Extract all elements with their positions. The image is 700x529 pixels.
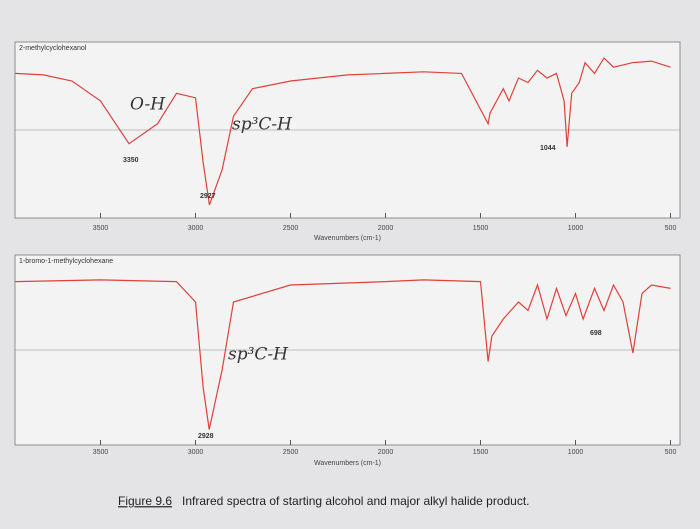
handwritten-note: sp³C-H — [228, 345, 289, 365]
x-tick-label: 3500 — [93, 449, 109, 456]
chart-title: 2-methylcyclohexanol — [19, 45, 87, 52]
caption-label: Figure 9.6 — [118, 494, 172, 508]
x-tick-label: 1000 — [568, 225, 584, 232]
spectrum-line — [14, 279, 671, 430]
peak-label: 1044 — [540, 145, 556, 152]
x-tick-label: 500 — [665, 449, 677, 456]
x-tick-label: 500 — [665, 225, 677, 232]
chart-title: 1-bromo-1-methylcyclohexane — [19, 258, 113, 265]
x-axis-label: Wavenumbers (cm-1) — [314, 235, 381, 242]
x-axis-label: Wavenumbers (cm-1) — [314, 460, 381, 467]
handwritten-note: sp³C-H — [232, 115, 293, 135]
x-tick-label: 2500 — [283, 449, 299, 456]
x-tick-label: 1000 — [568, 449, 584, 456]
x-tick-label: 1500 — [473, 225, 489, 232]
caption-text: Infrared spectra of starting alcohol and… — [182, 494, 530, 508]
handwritten-note: O-H — [130, 95, 166, 115]
peak-label: 2928 — [198, 433, 214, 440]
x-tick-label: 3000 — [188, 225, 204, 232]
x-tick-label: 2000 — [378, 225, 394, 232]
peak-label: 698 — [590, 330, 602, 337]
x-tick-label: 2500 — [283, 225, 299, 232]
peak-label: 2927 — [200, 193, 216, 200]
x-tick-label: 3000 — [188, 449, 204, 456]
x-tick-label: 1500 — [473, 449, 489, 456]
x-tick-label: 3500 — [93, 225, 109, 232]
spectrum-line — [14, 57, 671, 206]
peak-label: 3350 — [123, 157, 139, 164]
x-tick-label: 2000 — [378, 449, 394, 456]
